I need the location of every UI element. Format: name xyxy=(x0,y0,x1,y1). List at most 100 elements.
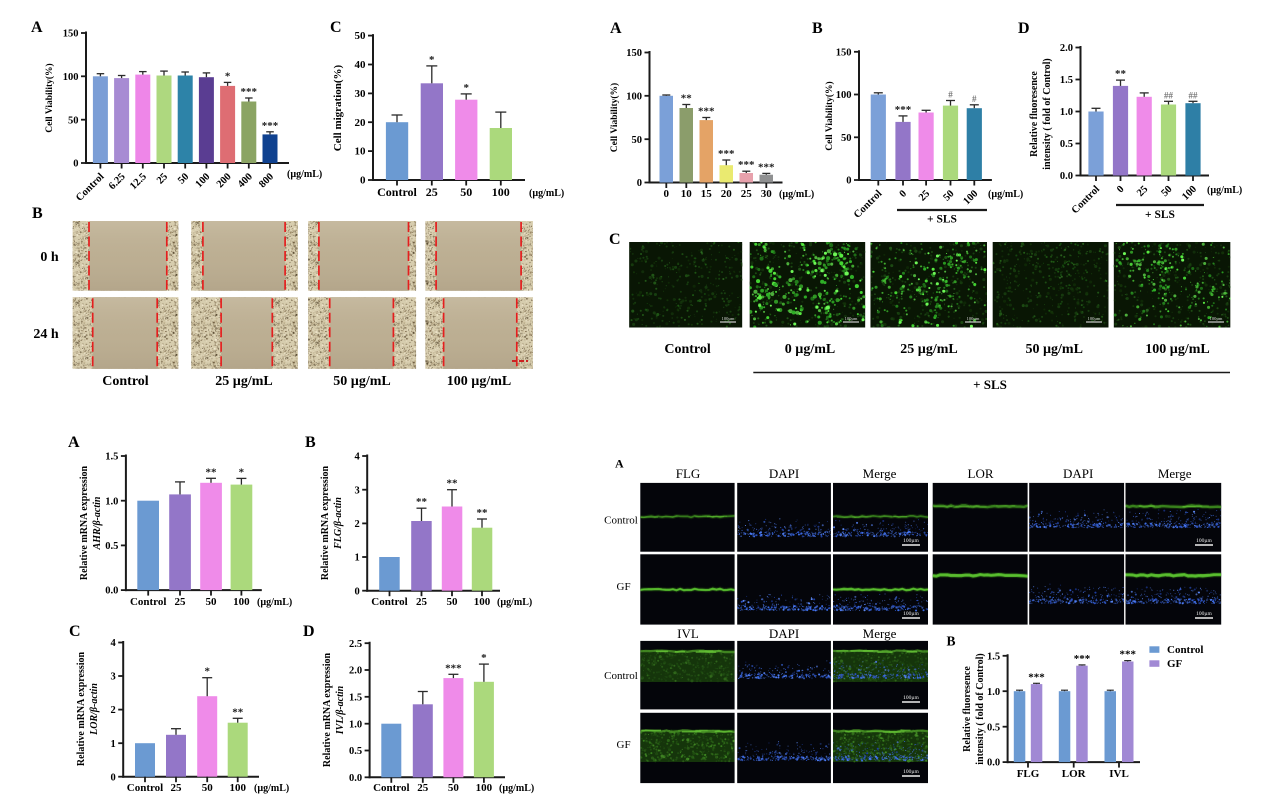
svg-text:2.0: 2.0 xyxy=(349,666,362,677)
svg-text:Control: Control xyxy=(604,514,638,526)
svg-text:C: C xyxy=(330,19,342,36)
svg-text:*: * xyxy=(429,54,435,66)
svg-text:#: # xyxy=(948,90,953,100)
svg-text:Control: Control xyxy=(664,342,711,357)
svg-text:100µm: 100µm xyxy=(722,316,735,321)
svg-text:100µm: 100µm xyxy=(903,695,919,701)
svg-text:Merge: Merge xyxy=(863,626,897,641)
svg-text:Cell Viability(%): Cell Viability(%) xyxy=(44,63,55,132)
svg-text:10: 10 xyxy=(355,146,367,158)
svg-text:Merge: Merge xyxy=(863,466,897,481)
svg-text:25: 25 xyxy=(417,782,429,794)
svg-text:(µg/mL): (µg/mL) xyxy=(499,783,534,794)
svg-text:25 µg/mL: 25 µg/mL xyxy=(215,374,272,389)
svg-text:24 h: 24 h xyxy=(33,327,59,342)
svg-text:0: 0 xyxy=(637,178,642,189)
svg-text:LOR/β-actin: LOR/β-actin xyxy=(89,683,100,736)
svg-text:100µm: 100µm xyxy=(845,316,858,321)
svg-text:100µm: 100µm xyxy=(903,538,919,544)
svg-text:100: 100 xyxy=(63,72,79,83)
svg-text:C: C xyxy=(69,623,81,640)
svg-text:100µm: 100µm xyxy=(1088,316,1101,321)
svg-text:AHR/β-actin: AHR/β-actin xyxy=(92,496,103,550)
svg-text:**: ** xyxy=(416,496,428,508)
svg-text:0.5: 0.5 xyxy=(105,541,118,552)
svg-text:40: 40 xyxy=(355,59,367,71)
svg-text:LOR: LOR xyxy=(968,466,994,481)
svg-text:IVL: IVL xyxy=(1109,768,1129,780)
svg-text:1.0: 1.0 xyxy=(105,496,118,507)
svg-text:***: *** xyxy=(445,662,462,674)
svg-text:**: ** xyxy=(477,507,489,519)
svg-text:DAPI: DAPI xyxy=(1063,466,1093,481)
svg-text:Relative mRNA expression: Relative mRNA expression xyxy=(76,651,87,766)
svg-text:50: 50 xyxy=(355,30,367,42)
svg-text:Control: Control xyxy=(371,596,407,608)
svg-text:100 µg/mL: 100 µg/mL xyxy=(447,374,511,389)
svg-text:Control: Control xyxy=(604,670,638,682)
svg-text:0.0: 0.0 xyxy=(105,586,118,597)
svg-text:0: 0 xyxy=(1115,184,1126,195)
svg-text:150: 150 xyxy=(63,29,79,40)
svg-text:25: 25 xyxy=(741,188,753,200)
svg-text:0: 0 xyxy=(664,188,670,200)
svg-text:FLG: FLG xyxy=(1017,768,1040,780)
svg-text:A: A xyxy=(31,19,43,36)
svg-text:25: 25 xyxy=(426,185,438,199)
svg-text:(µg/mL): (µg/mL) xyxy=(779,189,814,200)
svg-text:LOR: LOR xyxy=(1062,768,1087,780)
svg-text:(µg/mL): (µg/mL) xyxy=(529,188,564,199)
svg-text:3: 3 xyxy=(354,485,359,496)
svg-text:IVL/β-actin: IVL/β-actin xyxy=(335,685,346,735)
svg-text:100µm: 100µm xyxy=(1210,316,1223,321)
svg-text:A: A xyxy=(615,457,624,471)
svg-text:*: * xyxy=(481,652,487,664)
svg-text:##: ## xyxy=(1189,90,1199,100)
svg-text:50: 50 xyxy=(202,782,214,794)
svg-text:Merge: Merge xyxy=(1158,466,1192,481)
svg-text:100 µg/mL: 100 µg/mL xyxy=(1145,342,1209,357)
svg-text:Control: Control xyxy=(127,782,163,794)
svg-text:100: 100 xyxy=(229,782,246,794)
svg-text:15: 15 xyxy=(701,188,713,200)
svg-text:##: ## xyxy=(1164,90,1174,100)
svg-text:0: 0 xyxy=(846,176,851,187)
svg-text:2: 2 xyxy=(110,705,115,716)
svg-text:***: *** xyxy=(1119,649,1136,661)
svg-text:25: 25 xyxy=(171,782,183,794)
svg-text:25 µg/mL: 25 µg/mL xyxy=(900,342,957,357)
svg-text:Relative mRNA expression: Relative mRNA expression xyxy=(322,652,333,767)
svg-text:1.5: 1.5 xyxy=(1060,75,1073,86)
svg-text:**: ** xyxy=(1115,68,1127,80)
svg-text:4: 4 xyxy=(354,452,360,463)
svg-text:50: 50 xyxy=(448,782,460,794)
svg-text:Relative mRNA expression: Relative mRNA expression xyxy=(79,465,90,580)
svg-text:100µm: 100µm xyxy=(967,316,980,321)
svg-text:*: * xyxy=(204,666,210,678)
svg-text:(µg/mL): (µg/mL) xyxy=(988,189,1023,200)
svg-text:GF: GF xyxy=(617,739,631,751)
svg-text:FLG: FLG xyxy=(676,466,701,481)
svg-text:***: *** xyxy=(698,106,715,118)
svg-text:50 µg/mL: 50 µg/mL xyxy=(333,374,390,389)
svg-text:*: * xyxy=(225,70,231,82)
svg-text:GF: GF xyxy=(1167,658,1183,670)
svg-text:2: 2 xyxy=(354,519,359,530)
svg-text:3: 3 xyxy=(110,672,115,683)
svg-text:DAPI: DAPI xyxy=(769,626,799,641)
svg-text:B: B xyxy=(947,634,956,649)
svg-text:30: 30 xyxy=(761,188,773,200)
svg-text:+ SLS: + SLS xyxy=(927,214,957,226)
svg-text:100µm: 100µm xyxy=(1196,538,1212,544)
svg-text:(µg/mL): (µg/mL) xyxy=(254,783,289,794)
svg-text:A: A xyxy=(610,20,622,37)
svg-text:DAPI: DAPI xyxy=(769,466,799,481)
svg-text:Relative fluoresence: Relative fluoresence xyxy=(1029,71,1040,157)
svg-text:FLG/β-actin: FLG/β-actin xyxy=(333,497,344,550)
svg-text:Cell Viability(%): Cell Viability(%) xyxy=(824,81,835,150)
svg-text:100: 100 xyxy=(476,782,493,794)
svg-text:Cell Viability(%): Cell Viability(%) xyxy=(609,83,620,152)
svg-text:***: *** xyxy=(241,86,258,98)
svg-text:Relative mRNA expression: Relative mRNA expression xyxy=(320,465,331,580)
svg-text:100: 100 xyxy=(233,596,250,608)
